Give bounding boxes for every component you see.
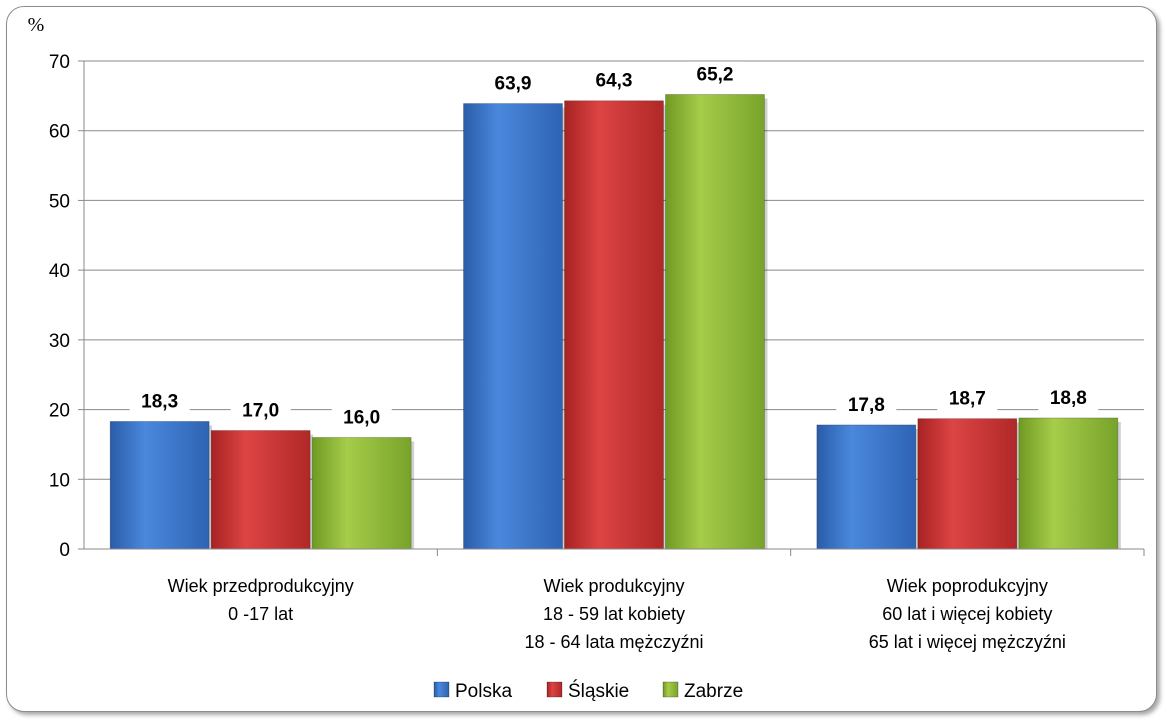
data-label-bg: [836, 391, 897, 418]
data-label: 17,0: [242, 400, 279, 421]
y-tick-label: 50: [49, 191, 70, 212]
y-tick-label: 40: [49, 261, 70, 282]
y-axis-unit-label: %: [28, 14, 45, 36]
y-tick-label: 0: [59, 540, 70, 561]
data-label: 65,2: [697, 64, 734, 85]
data-label-bg: [584, 67, 644, 94]
data-label: 18,3: [141, 391, 178, 412]
data-label: 16,0: [343, 407, 380, 428]
data-label: 18,8: [1050, 388, 1087, 409]
legend-swatch-zabrze: [662, 681, 679, 698]
data-label-bg: [685, 61, 745, 88]
legend-swatch-polska: [433, 681, 450, 698]
x-category-label: Wiek przedprodukcyjny: [168, 576, 354, 596]
bar-śląskie: [564, 100, 664, 550]
x-category-label: 0 -17 lat: [228, 604, 293, 624]
legend-label: Śląskie: [568, 680, 629, 702]
y-tick-label: 60: [49, 122, 70, 143]
legend-label: Zabrze: [684, 681, 743, 702]
y-tick-label: 10: [49, 470, 70, 491]
data-label: 64,3: [596, 71, 633, 92]
y-tick-label: 70: [49, 52, 70, 73]
legend-label: Polska: [455, 681, 512, 702]
data-label-bg: [331, 404, 392, 431]
y-tick-label: 20: [49, 401, 70, 422]
x-category-label: 18 - 59 lat kobiety: [543, 604, 685, 624]
data-label-bg: [937, 385, 998, 412]
legend-swatch-śląskie: [546, 681, 563, 698]
data-label: 18,7: [949, 389, 986, 410]
y-tick-label: 30: [49, 331, 70, 352]
data-label-bg: [1038, 384, 1099, 411]
bar-polska: [816, 424, 917, 550]
bar-zabrze: [1018, 417, 1119, 550]
data-label-bg: [483, 70, 543, 97]
x-category-label: 60 lat i więcej kobiety: [882, 604, 1052, 624]
x-category-label: 18 - 64 lata mężczyźni: [524, 632, 703, 652]
data-label-bg: [230, 397, 291, 424]
data-label: 63,9: [495, 74, 532, 95]
bar-śląskie: [917, 418, 1018, 550]
data-label: 17,8: [848, 395, 885, 416]
x-category-label: 65 lat i więcej mężczyźni: [869, 632, 1066, 652]
data-label-bg: [129, 388, 190, 415]
bar-polska: [463, 103, 563, 550]
bar-polska: [109, 421, 210, 550]
x-category-label: Wiek poprodukcyjny: [887, 576, 1048, 596]
bar-zabrze: [665, 94, 765, 550]
bar-śląskie: [210, 430, 311, 550]
bar-zabrze: [311, 437, 412, 550]
x-category-label: Wiek produkcyjny: [543, 576, 684, 596]
